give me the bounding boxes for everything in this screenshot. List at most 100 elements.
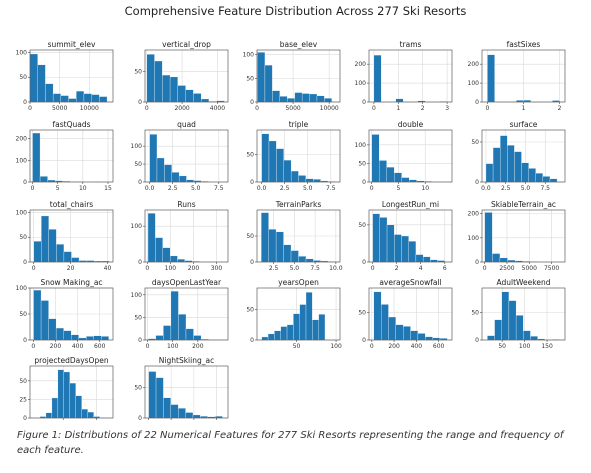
hist-bar xyxy=(101,336,109,341)
plot-frame xyxy=(368,129,453,183)
panel-title: triple xyxy=(289,120,309,129)
x-tick-label: 5.0 xyxy=(290,265,300,272)
hist-bar xyxy=(549,178,558,183)
y-tick-label: 0 xyxy=(138,259,142,266)
x-tick-label: 10 xyxy=(421,185,429,192)
y-tick-label: 50 xyxy=(358,310,366,317)
hist-bar xyxy=(394,234,402,263)
panel-title: daysOpenLastYear xyxy=(152,278,222,287)
hist-bar xyxy=(39,176,48,183)
x-tick-label: 100 xyxy=(519,343,531,350)
x-tick-label: 0.0 xyxy=(145,185,155,192)
y-tick-label: 0 xyxy=(362,337,366,344)
hist-bar xyxy=(410,330,419,341)
hist-triple: 0.0 2.5 5.0 7.5 0 50 triple xyxy=(246,120,341,192)
x-tick-label: 300 xyxy=(211,265,223,272)
y-tick-label: 50 xyxy=(134,68,142,75)
hist-bar xyxy=(394,172,402,183)
hist-bar xyxy=(299,304,307,341)
hist-bar xyxy=(40,300,49,341)
x-tick-label: 6 xyxy=(443,265,447,272)
y-tick-label: 50 xyxy=(246,233,254,240)
hist-bar xyxy=(274,330,281,341)
hist-bar xyxy=(279,96,288,103)
hist-bar xyxy=(280,326,288,341)
hist-bar xyxy=(485,163,494,183)
x-tick-label: 4000 xyxy=(210,105,225,112)
x-tick-label: 100 xyxy=(167,343,179,350)
hist-bar xyxy=(78,337,87,341)
hist-surface: 0.0 2.5 5.0 7.5 0 50 surface xyxy=(471,120,566,192)
hist-bar xyxy=(260,212,269,263)
y-tick-label: 0 xyxy=(362,259,366,266)
y-tick-label: 100 xyxy=(16,285,28,292)
hist-bar xyxy=(499,257,508,263)
y-tick-label: 100 xyxy=(16,49,28,56)
hist-snow-making-ac: 0 200 400 600 0 50 100 Snow Making_ac xyxy=(16,278,114,350)
figure-caption: Figure 1: Distributions of 22 Numerical … xyxy=(17,430,564,456)
panel-title: summit_elev xyxy=(48,40,96,49)
hist-bar xyxy=(45,412,53,419)
x-tick-label: 7.5 xyxy=(310,265,320,272)
panel-title: SkiableTerrain_ac xyxy=(491,200,556,209)
hist-bar xyxy=(147,213,156,263)
panel-title: yearsOpen xyxy=(278,278,319,287)
x-tick-label: 150 xyxy=(541,343,553,350)
hist-bar xyxy=(535,173,544,183)
hist-bar xyxy=(163,325,172,341)
hist-bar xyxy=(32,132,41,183)
hist-bar xyxy=(57,369,65,419)
y-tick-label: 50 xyxy=(246,152,254,159)
panel-title: TerrainParks xyxy=(275,200,322,209)
x-tick-label: 2500 xyxy=(499,265,514,272)
x-tick-label: 600 xyxy=(94,343,106,350)
hist-bar xyxy=(178,408,186,419)
hist-bar xyxy=(87,411,94,419)
hist-bar xyxy=(417,333,426,341)
hist-bar xyxy=(401,177,410,183)
x-tick-label: 5000 xyxy=(52,105,67,112)
hist-bar xyxy=(170,291,179,341)
y-tick-label: 50 xyxy=(358,222,366,229)
hist-bar xyxy=(272,90,280,103)
x-tick-label: 0.0 xyxy=(481,185,491,192)
plot-frame xyxy=(481,129,566,183)
x-tick-label: 5000 xyxy=(285,105,300,112)
hist-bar xyxy=(177,258,186,263)
hist-bar xyxy=(193,93,202,103)
x-tick-label: 40 xyxy=(104,265,112,272)
y-tick-label: 0 xyxy=(23,99,27,106)
y-tick-label: 50 xyxy=(358,160,366,167)
hist-bar xyxy=(33,289,42,341)
x-tick-label: 200 xyxy=(50,343,62,350)
x-tick-label: 200 xyxy=(188,265,200,272)
y-tick-label: 0 xyxy=(362,99,366,106)
hist-bar xyxy=(492,253,501,263)
hist-bar xyxy=(268,140,277,183)
hist-bar xyxy=(60,95,69,103)
hist-bar xyxy=(484,212,493,263)
plot-frame xyxy=(368,49,453,103)
y-tick-label: 50 xyxy=(134,161,142,168)
y-tick-label: 0 xyxy=(475,179,479,186)
hist-bar xyxy=(409,179,417,183)
hist-bar xyxy=(37,64,46,103)
x-tick-label: 200 xyxy=(192,343,204,350)
hist-bar xyxy=(68,98,77,103)
hist-bar xyxy=(185,412,194,419)
x-tick-label: 0 xyxy=(146,343,150,350)
hist-bar xyxy=(149,134,158,183)
x-tick-label: 0 xyxy=(28,105,32,112)
hist-bar xyxy=(542,176,551,183)
plot-frame xyxy=(144,365,229,419)
panel-title: projectedDaysOpen xyxy=(34,356,108,365)
hist-bar xyxy=(177,85,186,103)
x-tick-label: 5.0 xyxy=(521,185,531,192)
hist-bar xyxy=(91,94,100,103)
x-tick-label: 200 xyxy=(388,343,400,350)
hist-bar xyxy=(71,257,80,263)
hist-longestrun-mi: 0 2 4 6 0 50 LongestRun_mi xyxy=(358,200,453,272)
x-tick-label: 400 xyxy=(411,343,423,350)
hist-bar xyxy=(52,93,61,103)
hist-bar xyxy=(515,315,524,341)
